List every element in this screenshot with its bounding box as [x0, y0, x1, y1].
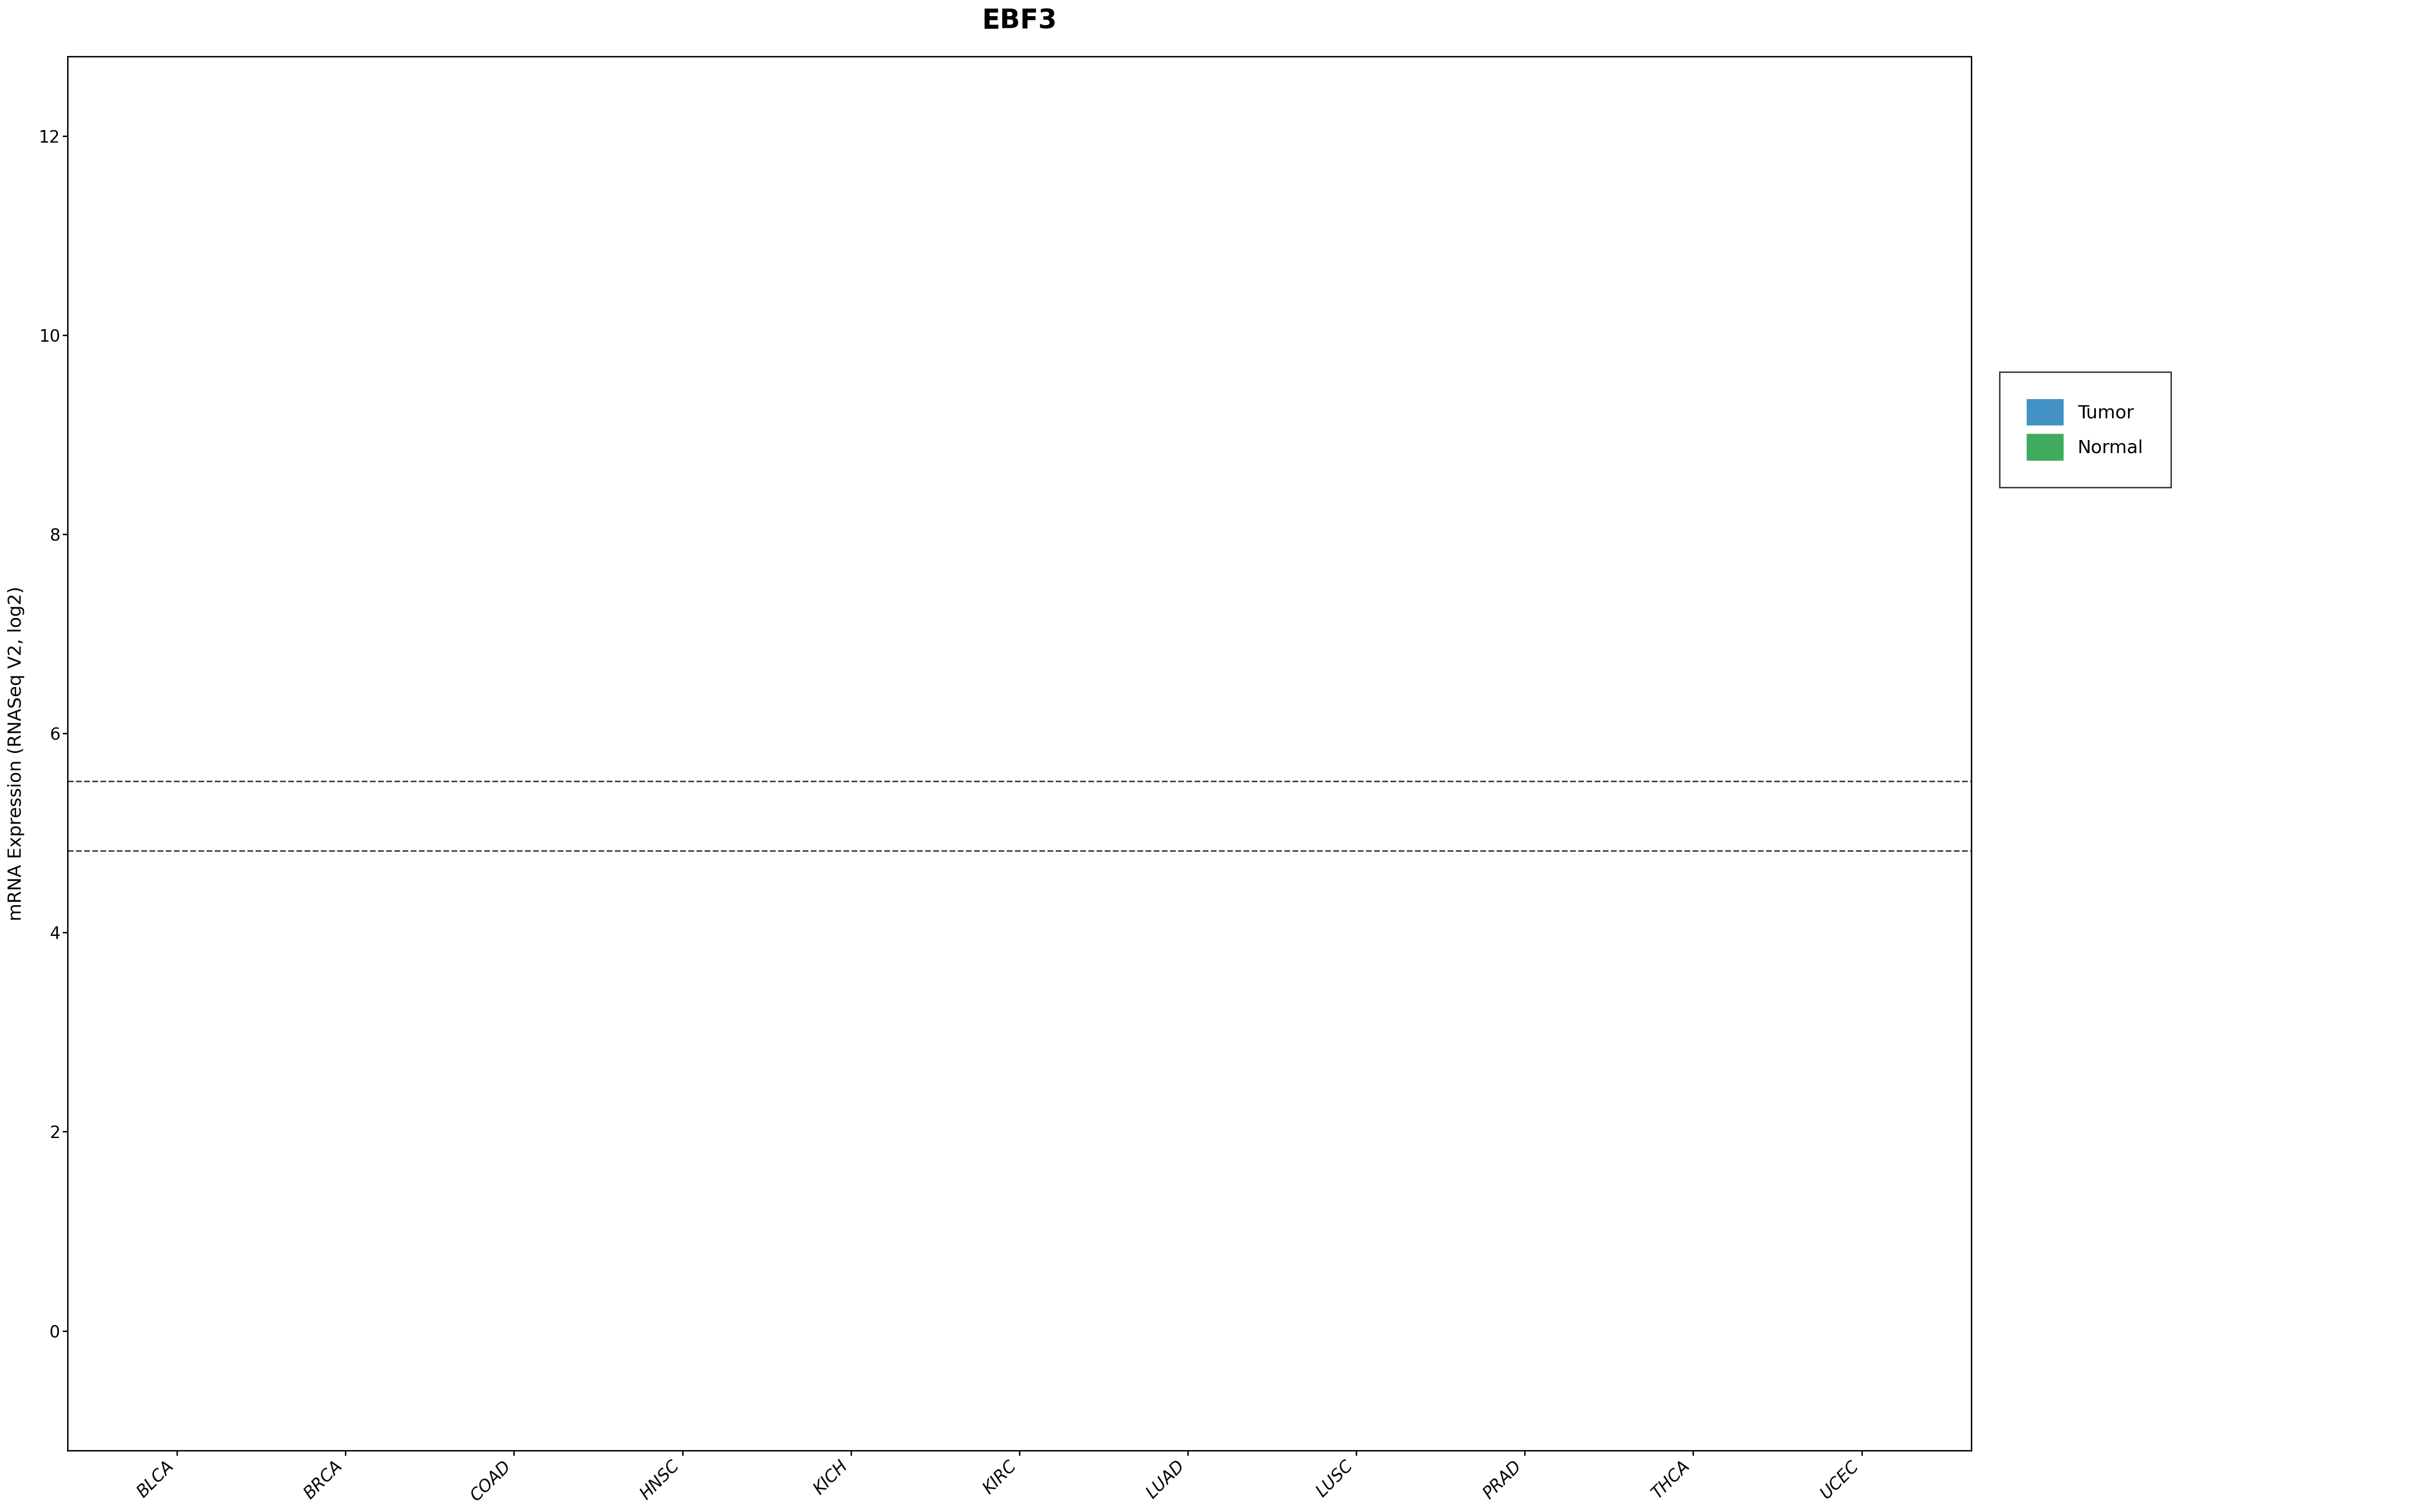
Legend: Tumor, Normal: Tumor, Normal	[1999, 372, 2171, 487]
Title: EBF3: EBF3	[983, 8, 1058, 33]
Y-axis label: mRNA Expression (RNASeq V2, log2): mRNA Expression (RNASeq V2, log2)	[7, 587, 24, 921]
